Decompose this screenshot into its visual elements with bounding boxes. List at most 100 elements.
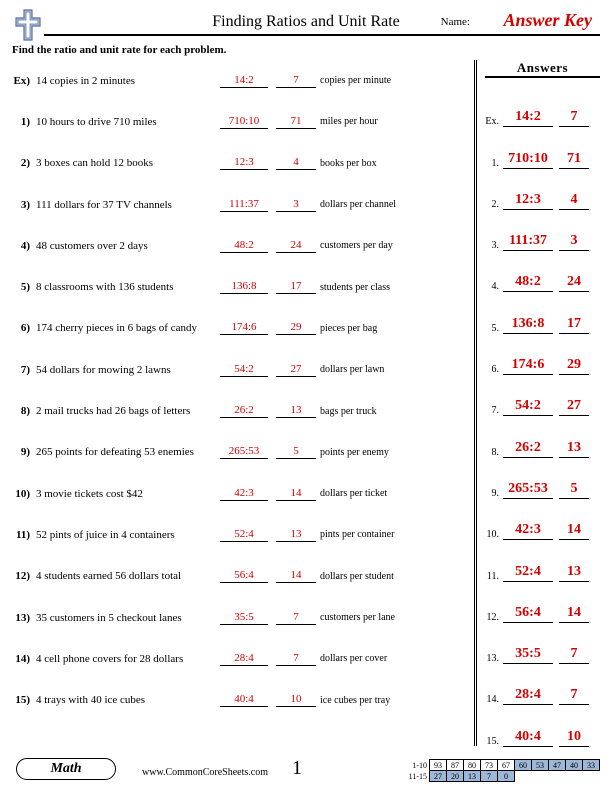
- answer-number: 12.: [485, 612, 501, 623]
- answer-rate: 71: [559, 152, 589, 169]
- ratio-blank: 12:3: [220, 156, 268, 170]
- rate-blank: 10: [276, 693, 316, 707]
- answer-row: 4.48:224: [485, 251, 600, 292]
- answer-ratio: 40:4: [503, 730, 553, 747]
- rate-blank: 4: [276, 156, 316, 170]
- score-cell: 93: [430, 760, 447, 771]
- unit-label: points per enemy: [320, 447, 389, 458]
- problem-text: 4 trays with 40 ice cubes: [36, 694, 218, 706]
- problem-row: 6)174 cherry pieces in 6 bags of candy17…: [12, 308, 470, 349]
- unit-label: pints per container: [320, 529, 394, 540]
- problem-row: 10)3 movie tickets cost $4242:314dollars…: [12, 473, 470, 514]
- unit-label: dollars per channel: [320, 199, 396, 210]
- score-cell: 0: [498, 771, 515, 782]
- answer-row: 9.265:535: [485, 458, 600, 499]
- answer-number: 11.: [485, 571, 501, 582]
- answer-rate: 13: [559, 441, 589, 458]
- answer-ratio: 56:4: [503, 606, 553, 623]
- name-label: Name:: [441, 16, 470, 28]
- answer-row: 13.35:57: [485, 623, 600, 664]
- problem-row: 2)3 boxes can hold 12 books12:34books pe…: [12, 143, 470, 184]
- problem-number: 12): [12, 570, 36, 582]
- column-divider: [474, 60, 477, 746]
- score-cell: 47: [549, 760, 566, 771]
- answer-rate: 27: [559, 399, 589, 416]
- ratio-blank: 35:5: [220, 611, 268, 625]
- unit-label: miles per hour: [320, 116, 378, 127]
- rate-blank: 7: [276, 652, 316, 666]
- problem-number: Ex): [12, 75, 36, 87]
- problem-number: 9): [12, 446, 36, 458]
- worksheet-page: Finding Ratios and Unit Rate Name: Answe…: [0, 0, 612, 792]
- unit-label: ice cubes per tray: [320, 695, 390, 706]
- problem-text: 3 movie tickets cost $42: [36, 488, 218, 500]
- problem-number: 4): [12, 240, 36, 252]
- answer-ratio: 111:37: [503, 234, 553, 251]
- answer-rate: 4: [559, 193, 589, 210]
- rate-blank: 17: [276, 280, 316, 294]
- answers-column: Answers Ex.14:271.710:10712.12:343.111:3…: [479, 60, 600, 746]
- ratio-blank: 54:2: [220, 363, 268, 377]
- page-number: 1: [292, 757, 302, 780]
- answer-ratio: 26:2: [503, 441, 553, 458]
- score-cell: 60: [515, 760, 532, 771]
- answer-rate: 14: [559, 606, 589, 623]
- unit-label: dollars per student: [320, 571, 394, 582]
- score-cell: 53: [532, 760, 549, 771]
- unit-label: pieces per bag: [320, 323, 377, 334]
- ratio-blank: 26:2: [220, 404, 268, 418]
- unit-label: customers per day: [320, 240, 393, 251]
- answer-rate: 5: [559, 482, 589, 499]
- answer-ratio: 52:4: [503, 565, 553, 582]
- answer-number: 6.: [485, 364, 501, 375]
- rate-blank: 3: [276, 198, 316, 212]
- score-row-label: 1-10: [406, 760, 430, 771]
- answer-ratio: 136:8: [503, 317, 553, 334]
- answer-row: 3.111:373: [485, 210, 600, 251]
- answer-number: 9.: [485, 488, 501, 499]
- score-cell: 40: [566, 760, 583, 771]
- rate-blank: 27: [276, 363, 316, 377]
- problem-text: 4 cell phone covers for 28 dollars: [36, 653, 218, 665]
- problem-row: 5)8 classrooms with 136 students136:817s…: [12, 266, 470, 307]
- answer-row: 6.174:6 29: [485, 334, 600, 375]
- main-area: Find the ratio and unit rate for each pr…: [12, 44, 600, 748]
- answer-ratio: 28:4: [503, 688, 553, 705]
- problem-row: 14)4 cell phone covers for 28 dollars28:…: [12, 638, 470, 679]
- footer: Math www.CommonCoreSheets.com 1 1-109387…: [12, 752, 600, 782]
- answer-rate: 13: [559, 565, 589, 582]
- header: Finding Ratios and Unit Rate Name: Answe…: [12, 10, 600, 44]
- answer-number: 1.: [485, 158, 501, 169]
- answer-number: 13.: [485, 653, 501, 664]
- problem-row: 12)4 students earned 56 dollars total56:…: [12, 556, 470, 597]
- score-cell: 67: [498, 760, 515, 771]
- answer-list: Ex.14:271.710:10712.12:343.111:3734.48:2…: [485, 86, 600, 747]
- answer-ratio: 14:2: [503, 110, 553, 127]
- score-cell: 27: [430, 771, 447, 782]
- problem-row: 9)265 points for defeating 53 enemies265…: [12, 432, 470, 473]
- score-cell: 87: [447, 760, 464, 771]
- answer-rate: 17: [559, 317, 589, 334]
- answer-number: 10.: [485, 529, 501, 540]
- problem-text: 48 customers over 2 days: [36, 240, 218, 252]
- problem-text: 8 classrooms with 136 students: [36, 281, 218, 293]
- score-grid: 1-109387807367605347403311-1527201370: [406, 759, 601, 782]
- answer-ratio: 174:6: [503, 358, 553, 375]
- ratio-blank: 14:2: [220, 74, 268, 88]
- problem-number: 15): [12, 694, 36, 706]
- answer-rate: 7: [559, 110, 589, 127]
- rate-blank: 7: [276, 611, 316, 625]
- answer-row: 10.42:314: [485, 499, 600, 540]
- answer-ratio: 35:5: [503, 647, 553, 664]
- ratio-blank: 265:53: [220, 445, 268, 459]
- answer-ratio: 42:3: [503, 523, 553, 540]
- answer-row: 8.26:213: [485, 416, 600, 457]
- score-cell: 20: [447, 771, 464, 782]
- problem-text: 111 dollars for 37 TV channels: [36, 199, 218, 211]
- unit-label: customers per lane: [320, 612, 395, 623]
- problem-row: 1)10 hours to drive 710 miles710:1071mil…: [12, 101, 470, 142]
- score-row-label: 11-15: [406, 771, 430, 782]
- answer-rate: 29: [559, 358, 589, 375]
- problem-number: 7): [12, 364, 36, 376]
- score-row: 1-1093878073676053474033: [406, 760, 600, 771]
